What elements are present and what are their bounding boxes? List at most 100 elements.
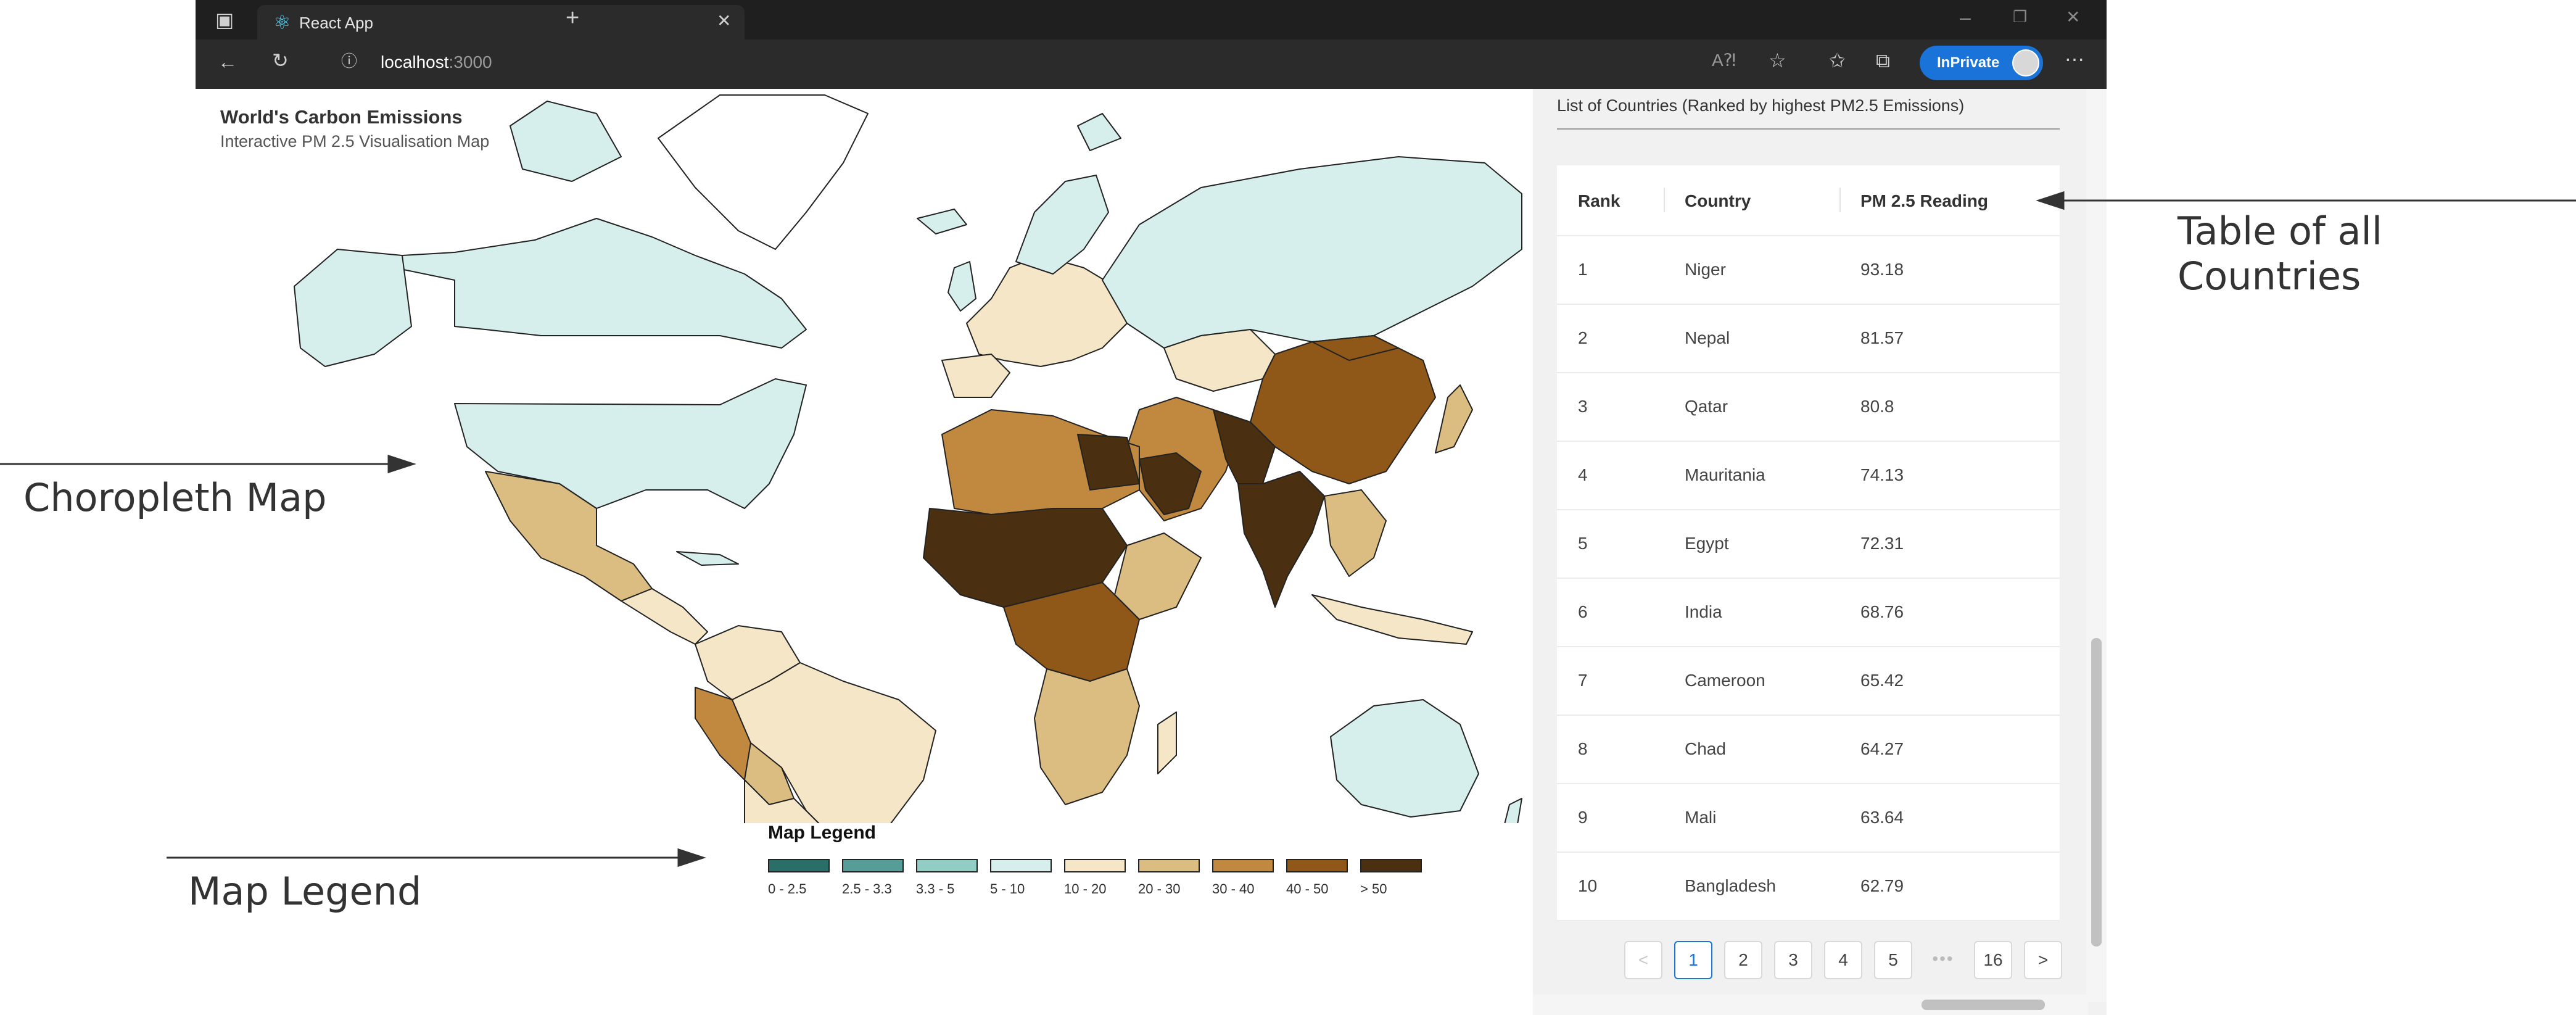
legend-label: 40 - 50 xyxy=(1286,881,1329,897)
close-tab-icon[interactable]: ✕ xyxy=(717,11,732,30)
country-madagascar[interactable] xyxy=(1157,711,1177,774)
refresh-icon[interactable]: ↻ xyxy=(272,49,289,72)
cell-rank: 4 xyxy=(1578,465,1588,484)
country-india[interactable] xyxy=(1237,471,1325,608)
horizontal-scrollbar[interactable] xyxy=(1533,995,2088,1015)
country-southeast-asia[interactable] xyxy=(1324,489,1387,577)
url-host: localhost xyxy=(381,52,449,72)
header-country[interactable]: Country xyxy=(1685,191,1751,210)
annotation-table: Table of all Countries xyxy=(2178,209,2382,299)
table-row[interactable]: 7 Cameroon 65.42 xyxy=(1557,647,2060,716)
country-saudi-arabia[interactable] xyxy=(1139,452,1202,515)
collections-icon[interactable]: ⧉ xyxy=(1876,49,1890,72)
choropleth-map[interactable] xyxy=(251,89,1534,823)
country-central-america[interactable] xyxy=(621,588,708,645)
table-row[interactable]: 4 Mauritania 74.13 xyxy=(1557,442,2060,510)
cell-rank: 1 xyxy=(1578,260,1588,279)
restore-icon[interactable]: ❐ xyxy=(2013,7,2028,26)
vertical-scrollbar[interactable] xyxy=(2086,89,2107,1002)
country-arctic-islands[interactable] xyxy=(510,101,622,182)
country-southern-africa[interactable] xyxy=(1034,668,1140,805)
table-row[interactable]: 9 Mali 63.64 xyxy=(1557,784,2060,853)
table-row[interactable]: 1 Niger 93.18 xyxy=(1557,236,2060,305)
country-canada[interactable] xyxy=(349,218,807,349)
new-tab-icon[interactable]: + xyxy=(566,5,580,31)
table-row[interactable]: 6 India 68.76 xyxy=(1557,579,2060,647)
page-4-button[interactable]: 4 xyxy=(1824,941,1862,979)
divider xyxy=(1557,235,2060,236)
country-uk[interactable] xyxy=(947,261,976,312)
legend-swatch xyxy=(916,859,978,872)
table-row[interactable]: 2 Nepal 81.57 xyxy=(1557,305,2060,373)
header-rank[interactable]: Rank xyxy=(1578,191,1620,210)
country-new-zealand[interactable] xyxy=(1497,798,1522,823)
legend-swatch xyxy=(1360,859,1422,872)
table-row[interactable]: 8 Chad 64.27 xyxy=(1557,716,2060,784)
cell-rank: 2 xyxy=(1578,328,1588,347)
close-window-icon[interactable]: ✕ xyxy=(2066,7,2081,27)
country-cuba[interactable] xyxy=(676,551,739,566)
url-field[interactable]: localhost:3000 xyxy=(381,52,492,72)
page-last-button[interactable]: 16 xyxy=(1974,941,2012,979)
cell-reading: 80.8 xyxy=(1860,397,1894,416)
page-1-button[interactable]: 1 xyxy=(1674,941,1712,979)
country-svalbard[interactable] xyxy=(1077,113,1121,151)
country-central-africa[interactable] xyxy=(1003,582,1140,682)
inprivate-button[interactable]: InPrivate xyxy=(1920,46,2043,80)
scroll-thumb[interactable] xyxy=(1922,1000,2045,1010)
cell-reading: 63.64 xyxy=(1860,808,1904,827)
country-japan[interactable] xyxy=(1435,384,1473,454)
legend-swatch xyxy=(1138,859,1200,872)
cell-reading: 62.79 xyxy=(1860,876,1904,895)
address-bar: ← ↻ ⓘ A⁈ ☆ ✩ ⧉ ⋯ xyxy=(196,39,2107,89)
more-pages-icon[interactable]: ••• xyxy=(1932,949,1954,968)
country-usa[interactable] xyxy=(454,378,807,509)
page-3-button[interactable]: 3 xyxy=(1774,941,1812,979)
cell-rank: 3 xyxy=(1578,397,1588,416)
minimize-icon[interactable]: – xyxy=(1960,6,1971,28)
table-row[interactable]: 10 Bangladesh 62.79 xyxy=(1557,853,2060,921)
favorites-icon[interactable]: ✩ xyxy=(1829,49,1846,72)
cell-rank: 8 xyxy=(1578,739,1588,758)
cell-country: Mauritania xyxy=(1685,465,1765,484)
cell-reading: 72.31 xyxy=(1860,534,1904,553)
cell-rank: 7 xyxy=(1578,671,1588,690)
page-2-button[interactable]: 2 xyxy=(1724,941,1762,979)
country-scandinavia[interactable] xyxy=(1015,175,1109,275)
country-alaska[interactable] xyxy=(294,249,412,367)
legend-swatch xyxy=(990,859,1052,872)
table-row[interactable]: 3 Qatar 80.8 xyxy=(1557,373,2060,442)
tab-actions-icon[interactable]: ▣ xyxy=(215,9,234,31)
prev-page-button[interactable]: < xyxy=(1624,941,1662,979)
country-argentina[interactable] xyxy=(744,779,843,823)
react-logo-icon: ⚛ xyxy=(273,11,291,33)
avatar xyxy=(2012,49,2039,77)
scroll-thumb[interactable] xyxy=(2091,638,2102,947)
cell-country: Egypt xyxy=(1685,534,1729,553)
country-mongolia[interactable] xyxy=(1311,335,1399,361)
country-russia[interactable] xyxy=(1102,156,1522,349)
next-page-button[interactable]: > xyxy=(2024,941,2062,979)
country-iceland[interactable] xyxy=(917,209,967,234)
country-indonesia[interactable] xyxy=(1311,594,1473,645)
country-spain[interactable] xyxy=(941,354,1010,398)
country-horn-of-africa[interactable] xyxy=(1114,532,1202,620)
legend-label: 0 - 2.5 xyxy=(768,881,807,897)
column-separator xyxy=(1839,188,1841,212)
info-icon[interactable]: ⓘ xyxy=(341,52,358,70)
header-pm25[interactable]: PM 2.5 Reading xyxy=(1860,191,1988,210)
country-australia[interactable] xyxy=(1330,699,1479,818)
cell-country: Mali xyxy=(1685,808,1717,827)
country-egypt[interactable] xyxy=(1077,434,1140,491)
tab-react-app[interactable]: ⚛ React App ✕ xyxy=(257,5,745,39)
add-favorite-icon[interactable]: ☆ xyxy=(1769,49,1786,72)
page-5-button[interactable]: 5 xyxy=(1874,941,1912,979)
read-aloud-icon[interactable]: A⁈ xyxy=(1712,51,1736,70)
table-row[interactable]: 5 Egypt 72.31 xyxy=(1557,510,2060,579)
back-icon[interactable]: ← xyxy=(218,51,237,73)
more-icon[interactable]: ⋯ xyxy=(2065,48,2084,70)
tab-bar: ▣ ⚛ React App ✕ + – ❐ ✕ xyxy=(196,0,2107,39)
country-greenland[interactable] xyxy=(658,94,869,250)
browser-window: ▣ ⚛ React App ✕ + – ❐ ✕ ← ↻ ⓘ A⁈ ☆ ✩ ⧉ ⋯… xyxy=(196,0,2107,1015)
url-port: :3000 xyxy=(448,52,492,72)
